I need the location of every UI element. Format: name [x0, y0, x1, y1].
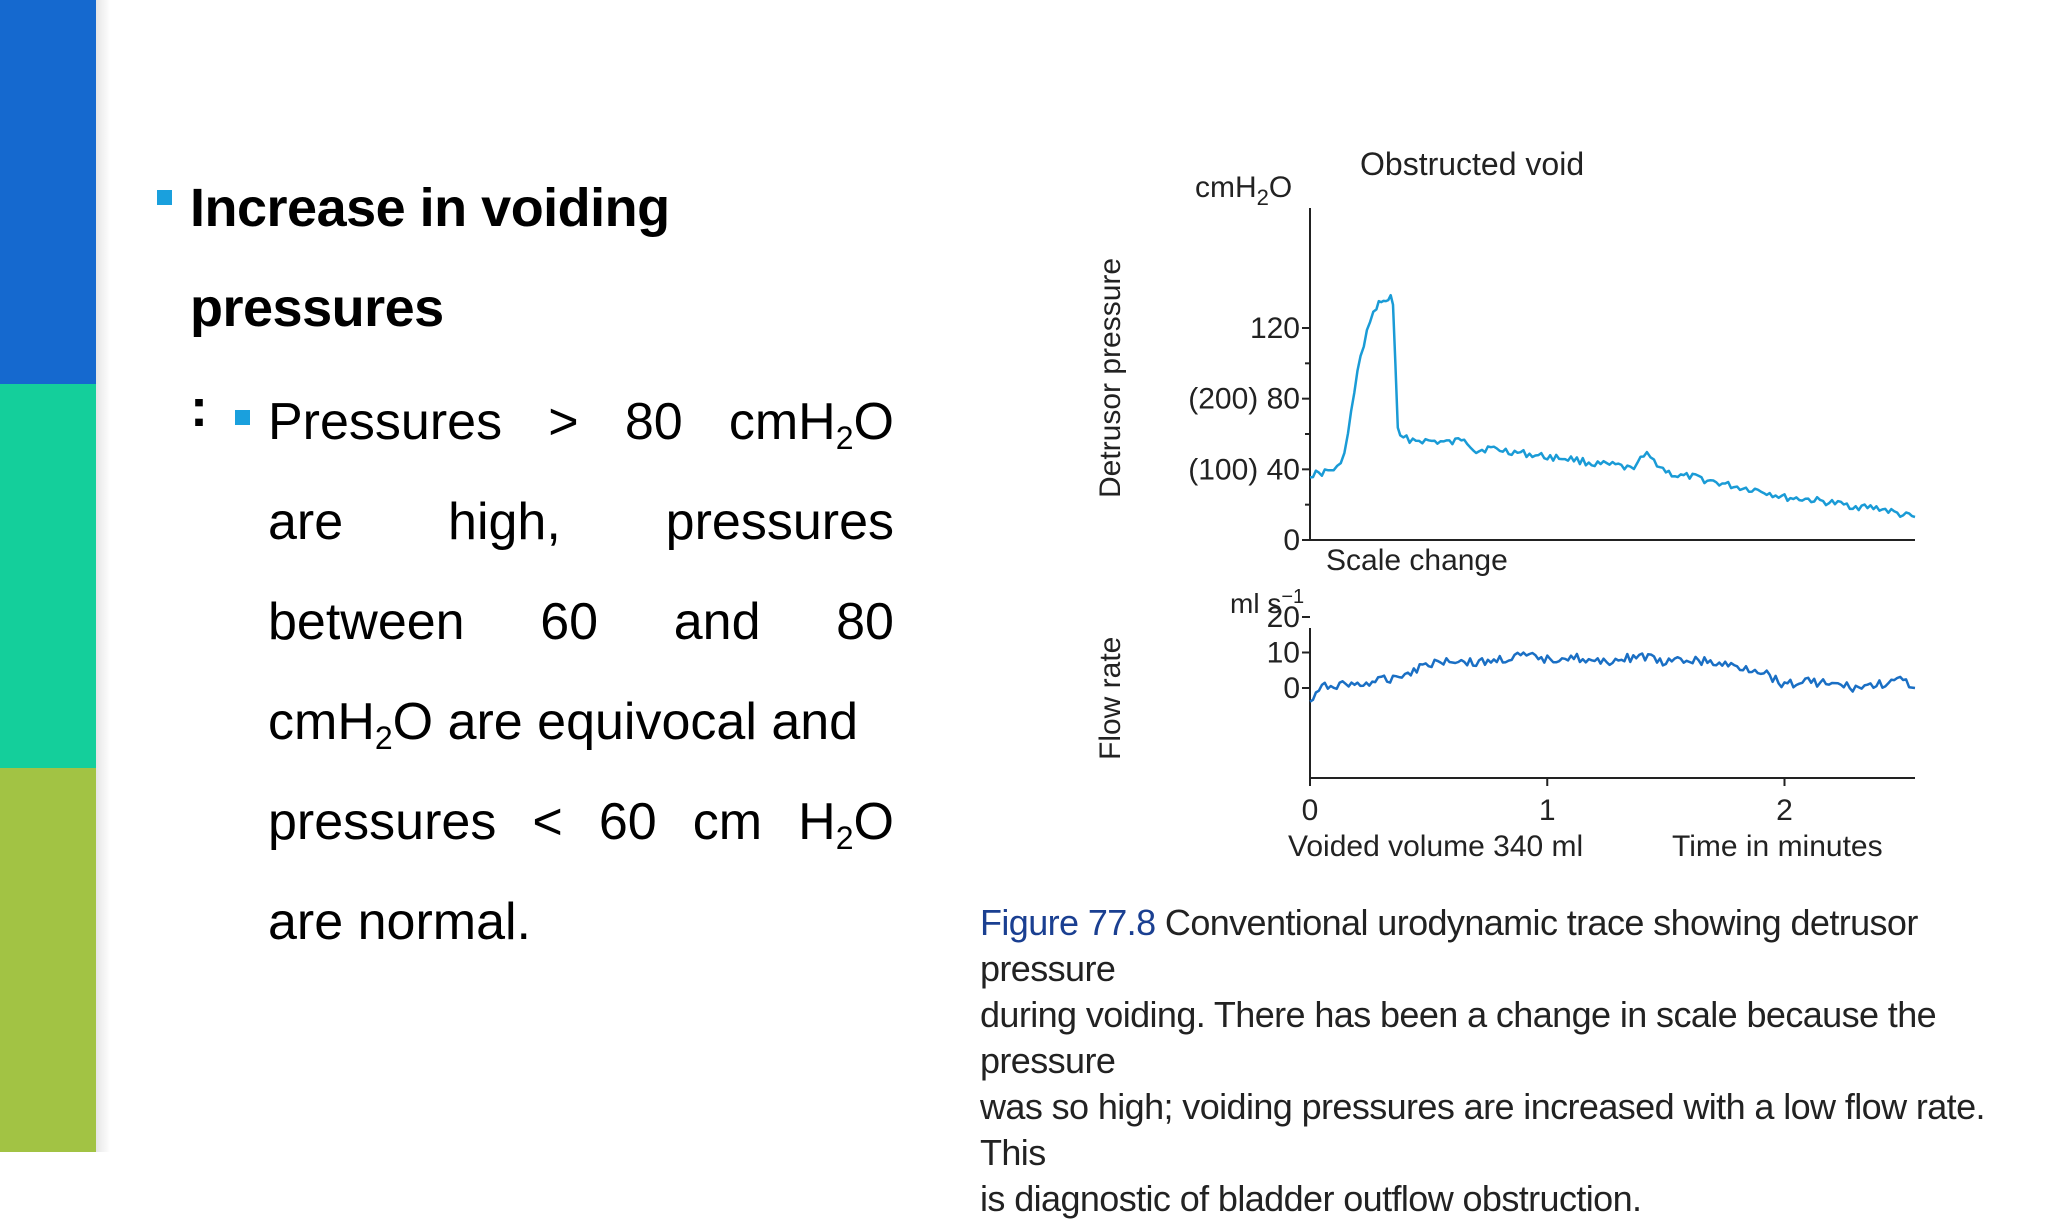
stripe-shadow	[96, 0, 110, 1152]
time-ticks: 0 1 2	[1302, 778, 1793, 827]
chart-title: Obstructed void	[1360, 146, 1584, 182]
main-bullet-line1: Increase in voiding pressures	[190, 178, 670, 338]
flow-ylabel: Flow rate	[1094, 637, 1127, 760]
unit-subscript: 2	[1257, 185, 1269, 210]
flow-tick-label: 20	[1267, 601, 1300, 634]
time-tick-label: 0	[1302, 794, 1319, 827]
word: pressures	[665, 493, 894, 551]
unit-part: O	[1269, 171, 1292, 204]
word-part: cmH	[268, 693, 375, 751]
word: H2O	[798, 772, 894, 872]
pressure-tick-label: (200) 80	[1188, 383, 1300, 416]
time-tick-label: 1	[1539, 794, 1556, 827]
sub-bullet-text: Pressures > 80 cmH2O are high, pressures…	[232, 372, 894, 972]
figure-label: Figure 77.8	[980, 902, 1156, 943]
word: 80	[624, 393, 683, 451]
unit-part: ml s	[1230, 588, 1281, 619]
pressure-tick-label: (100) 40	[1188, 453, 1300, 486]
main-bullet-line2: :	[190, 378, 208, 438]
square-bullet-icon	[157, 190, 172, 205]
word: high,	[448, 493, 561, 551]
sub-bullet: Pressures > 80 cmH2O are high, pressures…	[232, 372, 894, 972]
word: >	[548, 393, 579, 451]
sub-line-1: Pressures > 80 cmH2O	[268, 372, 894, 472]
word: Pressures	[268, 393, 503, 451]
word: between	[268, 593, 465, 651]
word-part: O	[853, 793, 894, 851]
unit-superscript: −1	[1281, 586, 1304, 608]
flow-unit: ml s−1	[1230, 586, 1304, 619]
pressure-ylabel: Detrusor pressure	[1094, 258, 1127, 498]
word: cm	[692, 793, 763, 851]
unit-part: cmH	[1195, 171, 1257, 204]
time-axis-label: Time in minutes	[1672, 830, 1883, 863]
main-bullet: Increase in voiding pressures :	[155, 158, 895, 458]
sub-line-6: are normal.	[268, 872, 894, 972]
word: 60	[540, 593, 599, 651]
word: are	[268, 493, 344, 551]
word-part: H	[798, 793, 836, 851]
caption-text: Conventional urodynamic trace showing de…	[980, 902, 1918, 989]
word: and	[673, 593, 761, 651]
subscript: 2	[374, 720, 393, 756]
sub-line-2: are high, pressures	[268, 472, 894, 572]
pressure-trace-line	[1309, 293, 1916, 519]
stripe-top	[0, 0, 96, 384]
subscript: 2	[835, 820, 854, 856]
pressure-tick-label: 120	[1250, 312, 1300, 345]
main-bullet-text: Increase in voiding pressures :	[155, 158, 895, 458]
square-bullet-icon	[235, 410, 250, 425]
word: 80	[836, 593, 894, 651]
pressure-panel: Obstructed void cmH2O Detrusor pressure …	[1094, 146, 1916, 577]
pressure-unit: cmH2O	[1195, 171, 1292, 210]
urodynamic-figure: Obstructed void cmH2O Detrusor pressure …	[1094, 146, 1916, 863]
word: are normal.	[268, 893, 531, 951]
scale-change-annotation: Scale change	[1326, 544, 1508, 577]
flow-trace-line	[1309, 651, 1916, 703]
voided-volume-label: Voided volume 340 ml	[1288, 830, 1583, 863]
pressure-tick-label: 0	[1283, 524, 1300, 557]
caption-line-4: is diagnostic of bladder outflow obstruc…	[980, 1178, 1642, 1219]
sub-line-4: cmH2O are equivocal and	[268, 672, 894, 772]
word-part: O	[853, 393, 894, 451]
stripe-bottom	[0, 768, 96, 1152]
pressure-ticks: 0 (100) 40 (200) 80 120	[1188, 312, 1310, 557]
figure-caption: Figure 77.8 Conventional urodynamic trac…	[980, 900, 2040, 1222]
flow-tick-label: 10	[1267, 637, 1300, 670]
sub-line-3: between 60 and 80	[268, 572, 894, 672]
caption-line-3: was so high; voiding pressures are incre…	[980, 1086, 1986, 1173]
word: <	[532, 793, 563, 851]
word-part: O are equivocal and	[392, 693, 859, 751]
flow-tick-label: 0	[1283, 672, 1300, 705]
word: cmH2O	[729, 372, 894, 472]
word: cmH2O are equivocal and	[268, 672, 858, 772]
time-tick-label: 2	[1776, 794, 1793, 827]
sub-line-5: pressures < 60 cm H2O	[268, 772, 894, 872]
stripe-middle	[0, 384, 96, 768]
word: pressures	[268, 793, 497, 851]
caption-line-2: during voiding. There has been a change …	[980, 994, 1937, 1081]
subscript: 2	[835, 420, 854, 456]
word: 60	[598, 793, 657, 851]
caption-line-1: Figure 77.8 Conventional urodynamic trac…	[980, 900, 2040, 992]
word-part: cmH	[728, 393, 836, 451]
